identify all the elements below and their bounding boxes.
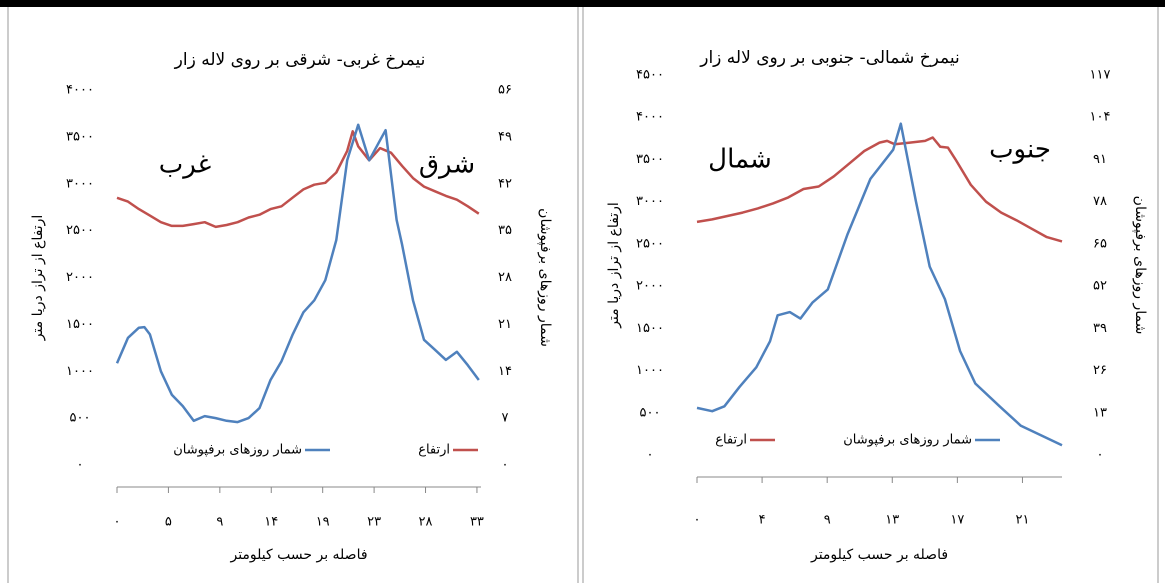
y2-tick-label: ۷ xyxy=(502,411,509,426)
y-axis-label: ارتفاع از تراز دریا متر xyxy=(30,215,46,342)
x-tick-label: ۱۴ xyxy=(264,515,278,530)
legend-label: شمار روزهای برفپوشان xyxy=(173,443,302,458)
legend-label: ارتفاع xyxy=(715,433,747,448)
y-tick-label: ۴۵۰۰ xyxy=(636,68,664,83)
y-tick-label: ۱۰۰۰ xyxy=(66,364,94,379)
y-tick-label: ۲۰۰۰ xyxy=(636,279,664,294)
y2-tick-label: ۲۱ xyxy=(498,317,512,332)
y2-tick-label: ۳۵ xyxy=(498,223,512,238)
x-tick-label: ۱۷ xyxy=(950,513,964,528)
x-tick-label: ۰ xyxy=(694,513,701,528)
y2-tick-label: ۴۲ xyxy=(498,176,512,191)
y-tick-label: ۳۵۰۰ xyxy=(636,152,664,167)
y2-tick-label: ۵۶ xyxy=(498,83,512,98)
y-tick-label: ۱۵۰۰ xyxy=(66,317,94,332)
y-tick-label: ۰ xyxy=(77,458,84,473)
annotation: غرب xyxy=(159,150,211,180)
annotation: شرق xyxy=(419,150,475,180)
x-tick-label: ۰ xyxy=(114,515,121,530)
y-tick-label: ۲۵۰۰ xyxy=(66,223,94,238)
x-tick-label: ۲۸ xyxy=(419,515,433,530)
series-line xyxy=(696,136,1063,243)
series-line xyxy=(116,130,480,229)
x-tick-label: ۱۳ xyxy=(885,513,899,528)
top-bar xyxy=(0,0,1165,7)
legend-label: شمار روزهای برفپوشان xyxy=(843,433,972,448)
x-tick-label: ۵ xyxy=(165,515,172,530)
y-tick-label: ۱۵۰۰ xyxy=(636,321,664,336)
y-tick-label: ۳۵۰۰ xyxy=(66,129,94,144)
series-line xyxy=(115,123,480,424)
y2-tick-label: ۷۸ xyxy=(1093,194,1107,209)
y2-tick-label: ۴۹ xyxy=(498,129,512,144)
chart-title: نیمرخ غربی- شرقی بر روی لاله زار xyxy=(174,50,426,70)
y2-tick-label: ۲۶ xyxy=(1093,363,1107,378)
y2-tick-label: ۱۱۷ xyxy=(1090,68,1111,83)
y-tick-label: ۵۰۰ xyxy=(70,411,91,426)
x-tick-label: ۲۱ xyxy=(1015,513,1029,528)
x-tick-label: ۹ xyxy=(216,515,223,530)
y2-tick-label: ۱۴ xyxy=(498,364,512,379)
x-tick-label: ۱۹ xyxy=(316,515,330,530)
x-tick-label: ۹ xyxy=(824,513,831,528)
y-tick-label: ۲۰۰۰ xyxy=(66,270,94,285)
y-tick-label: ۱۰۰۰ xyxy=(636,363,664,378)
y-tick-label: ۰ xyxy=(647,448,654,463)
y2-tick-label: ۹۱ xyxy=(1093,152,1107,167)
y2-tick-label: ۱۰۴ xyxy=(1090,110,1111,125)
y-tick-label: ۳۰۰۰ xyxy=(636,194,664,209)
x-tick-label: ۲۳ xyxy=(367,515,381,530)
y2-tick-label: ۰ xyxy=(1097,448,1104,463)
x-tick-label: ۴ xyxy=(759,513,766,528)
y-tick-label: ۳۰۰۰ xyxy=(66,176,94,191)
y2-tick-label: ۲۸ xyxy=(498,270,512,285)
legend-label: ارتفاع xyxy=(418,443,450,458)
x-axis-label: فاصله بر حسب کیلومتر xyxy=(810,547,948,563)
annotation: جنوب xyxy=(989,135,1051,165)
y2-tick-label: ۱۳ xyxy=(1093,405,1107,420)
chart-title: نیمرخ شمالی- جنوبی بر روی لاله زار xyxy=(699,48,960,68)
x-axis-label: فاصله بر حسب کیلومتر xyxy=(229,547,367,563)
y2-axis-label: شمار روزهای برفپوشان xyxy=(1132,196,1148,335)
annotation: شمال xyxy=(708,145,772,175)
x-tick-label: ۳۳ xyxy=(470,515,484,530)
y-tick-label: ۴۰۰۰ xyxy=(66,83,94,98)
y2-tick-label: ۵۲ xyxy=(1093,279,1107,294)
y-tick-label: ۴۰۰۰ xyxy=(636,110,664,125)
y2-tick-label: ۶۵ xyxy=(1093,236,1107,251)
y-tick-label: ۵۰۰ xyxy=(640,405,661,420)
y-axis-label: ارتفاع از تراز دریا متر xyxy=(606,202,622,329)
y2-axis-label: شمار روزهای برفپوشان xyxy=(537,208,553,347)
y2-tick-label: ۳۹ xyxy=(1093,321,1107,336)
y2-tick-label: ۰ xyxy=(502,458,509,473)
y-tick-label: ۲۵۰۰ xyxy=(636,236,664,251)
series-line xyxy=(696,122,1063,447)
